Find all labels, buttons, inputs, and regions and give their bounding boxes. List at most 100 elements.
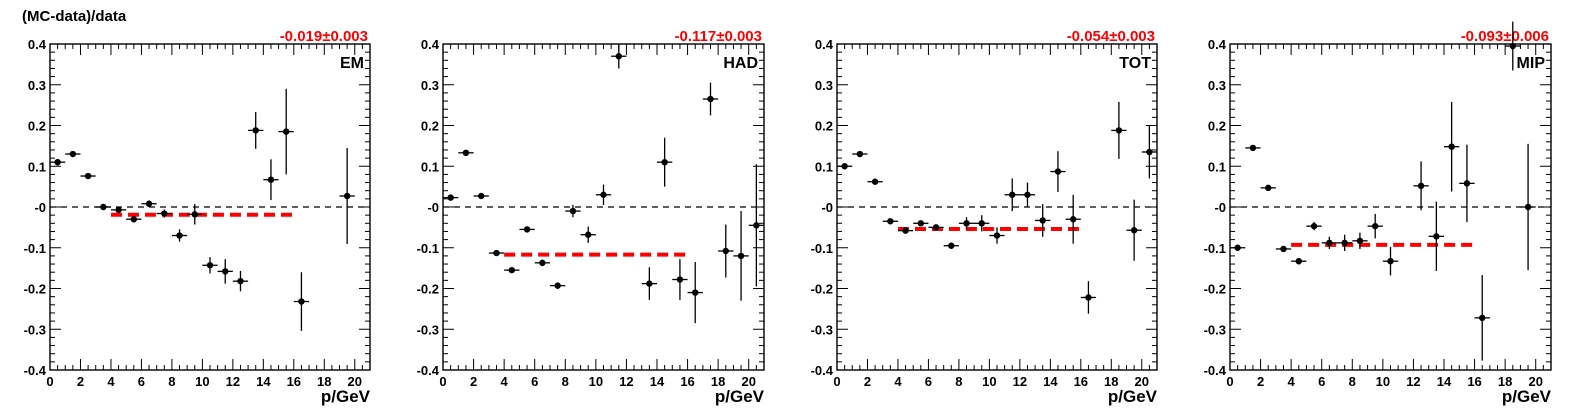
- data-point: [641, 267, 657, 300]
- data-point: [748, 164, 764, 287]
- y-tick-label: 0.4: [28, 37, 47, 52]
- data-marker: [1310, 222, 1318, 230]
- data-point: [1367, 213, 1383, 239]
- x-tick-label: 6: [925, 374, 932, 389]
- data-point: [534, 259, 550, 267]
- data-point: [837, 163, 853, 170]
- data-marker: [100, 203, 107, 211]
- x-tick-label: 14: [1043, 374, 1058, 389]
- data-marker: [1448, 143, 1455, 150]
- data-marker: [1433, 233, 1440, 240]
- panel-label: EM: [340, 55, 364, 72]
- data-marker: [1479, 314, 1486, 322]
- data-point: [1141, 125, 1157, 179]
- data-point: [580, 226, 596, 243]
- x-tick-label: 8: [955, 374, 962, 389]
- data-point: [913, 220, 929, 227]
- data-point: [187, 204, 203, 225]
- data-point: [1230, 244, 1246, 251]
- panel-label: TOT: [1119, 55, 1151, 72]
- data-point: [867, 178, 883, 185]
- data-point: [171, 229, 188, 242]
- data-marker: [84, 172, 92, 180]
- y-tick-label: -0.4: [24, 363, 47, 378]
- y-tick-label: 0.1: [815, 159, 833, 174]
- x-tick-label: 12: [226, 374, 240, 389]
- x-tick-label: 6: [531, 374, 538, 389]
- data-point: [156, 209, 172, 218]
- data-marker: [676, 276, 684, 283]
- data-point: [1065, 194, 1081, 244]
- x-tick-label: 16: [287, 374, 301, 389]
- data-marker: [462, 149, 470, 157]
- data-point: [1035, 204, 1051, 237]
- x-tick-label: 2: [77, 374, 84, 389]
- data-point: [1260, 184, 1276, 192]
- data-marker: [1280, 245, 1287, 253]
- data-point: [519, 226, 535, 233]
- y-tick-label: -0.3: [811, 322, 833, 337]
- data-marker: [115, 206, 122, 214]
- data-marker: [600, 191, 607, 198]
- data-marker: [343, 192, 351, 200]
- y-tick-label: -0.3: [1204, 322, 1226, 337]
- data-point: [1352, 232, 1368, 249]
- data-marker: [282, 128, 290, 135]
- y-tick-label: 0.4: [421, 37, 440, 52]
- y-tick-label: -0.2: [417, 282, 439, 297]
- x-axis-label: p/GeV: [1502, 387, 1552, 406]
- data-point: [126, 215, 142, 223]
- data-marker: [267, 176, 275, 183]
- x-tick-label: 12: [1406, 374, 1420, 389]
- data-marker: [1130, 227, 1138, 234]
- x-tick-label: 10: [1376, 374, 1390, 389]
- panel-tot: -0.4 -0.3 -0.2 -0.1 -0 0.1 0.2 0.3 0.4 0 2 4 6 8 10 12 1…: [811, 28, 1158, 406]
- x-tick-label: 10: [982, 374, 996, 389]
- data-marker: [707, 95, 714, 103]
- x-tick-label: 18: [1104, 374, 1118, 389]
- x-tick-label: 12: [1013, 374, 1027, 389]
- data-marker: [1326, 239, 1333, 247]
- y-tick-label: -0.1: [1204, 241, 1226, 256]
- x-tick-label: 20: [741, 374, 755, 389]
- data-point: [443, 194, 459, 201]
- data-point: [202, 257, 218, 274]
- data-marker: [493, 249, 500, 257]
- x-tick-label: 8: [168, 374, 175, 389]
- data-point: [1413, 161, 1429, 211]
- data-point: [110, 206, 127, 214]
- data-marker: [569, 207, 577, 215]
- data-point: [278, 88, 294, 175]
- data-marker: [1024, 191, 1031, 198]
- data-marker: [585, 231, 592, 238]
- x-tick-label: 14: [650, 374, 665, 389]
- data-marker: [161, 210, 168, 217]
- data-point: [1321, 236, 1337, 249]
- data-marker: [1039, 217, 1046, 224]
- data-marker: [661, 158, 668, 166]
- data-point: [657, 137, 673, 187]
- x-tick-label: 0: [439, 374, 446, 389]
- data-marker: [508, 266, 515, 274]
- data-point: [595, 184, 612, 205]
- y-tick-label: -0.4: [811, 363, 834, 378]
- data-marker: [1085, 294, 1092, 301]
- x-tick-label: 4: [107, 374, 115, 389]
- data-point: [1428, 201, 1444, 271]
- y-tick-label: -0: [1214, 200, 1226, 215]
- data-point: [65, 150, 81, 158]
- data-marker: [222, 268, 229, 275]
- x-tick-label: 6: [1318, 374, 1325, 389]
- data-point: [1050, 151, 1066, 192]
- data-marker: [447, 194, 454, 201]
- data-point: [611, 44, 627, 69]
- x-tick-label: 4: [894, 374, 902, 389]
- y-tick-label: 0.3: [1208, 78, 1226, 93]
- data-point: [1505, 21, 1521, 71]
- data-point: [928, 224, 944, 231]
- data-point: [141, 200, 157, 207]
- y-tick-label: 0.2: [421, 119, 439, 134]
- fit-result-text: -0.054±0.003: [1067, 28, 1155, 45]
- data-point: [504, 266, 520, 274]
- data-marker: [523, 226, 531, 233]
